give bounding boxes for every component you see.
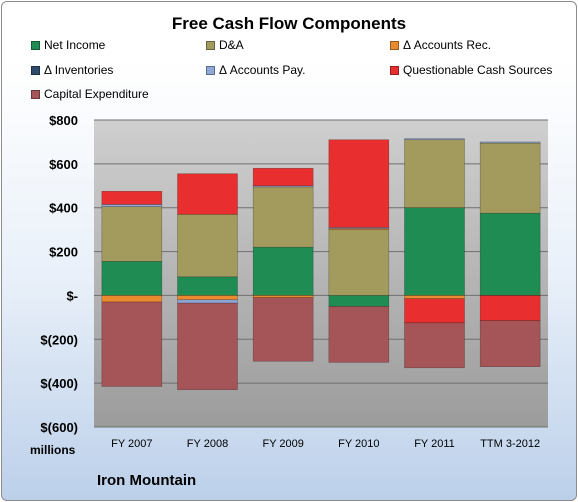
legend-label: Δ Accounts Pay. [219,63,306,77]
bar-segment [101,295,163,303]
x-tick-label: FY 2007 [111,438,152,450]
bar-segment [404,295,465,300]
legend-item-da: D&A [206,38,244,52]
bar-segment [177,276,238,296]
bar-segment [328,139,390,228]
chart-title: Free Cash Flow Components [171,14,407,33]
bar-segment [479,320,541,367]
bar-segment [479,295,541,321]
legend-item-accounts-pay: Δ Accounts Pay. [206,63,306,77]
legend-label: Δ Accounts Rec. [403,38,492,52]
bar-segment [404,139,465,209]
legend-item-questionable: Questionable Cash Sources [390,63,552,77]
bar-segment [177,213,238,278]
bar-segment [252,297,314,362]
legend-label: Questionable Cash Sources [403,63,553,77]
legend-swatch [390,65,399,75]
bar-segment [177,173,238,215]
x-tick-label: FY 2011 [414,438,455,450]
bar-segment [404,138,465,141]
bar-segment [101,301,163,387]
bar-segment [479,142,541,214]
legend-item-inventories: Δ Inventories [31,63,113,77]
y-tick-label: $(600) [40,420,78,435]
legend-swatch [31,65,40,75]
y-tick-label: $- [66,288,78,303]
bar-segment [404,298,465,324]
bar-segment [479,141,541,144]
bar-segment [177,295,238,301]
bar-segment [404,207,465,296]
bar-segment [252,295,314,298]
bar-segment [328,306,390,363]
legend-swatch [206,40,215,50]
y-tick-label: $600 [49,157,78,172]
legend-swatch [31,89,40,99]
company-name: Iron Mountain [97,472,197,489]
bar-segment [177,302,238,391]
bar-segment [252,167,314,187]
bar-segment [101,190,163,205]
legend-swatch [31,40,40,50]
legend-label: Net Income [44,38,106,52]
legend-label: D&A [219,38,244,52]
x-tick-label: TTM 3-2012 [480,438,540,450]
y-tick-label: $(400) [40,376,78,391]
x-tick-label: FY 2010 [338,438,379,450]
bar-segment [252,246,314,296]
bar-segment [328,229,390,296]
bar-segment [101,204,163,207]
legend-label: Capital Expenditure [44,87,149,101]
bar-segment [252,186,314,248]
y-tick-label: $(200) [40,332,78,347]
bar-segment [101,206,163,262]
bar-segment [177,299,238,304]
legend-swatch [390,40,399,50]
legend-item-accounts-rec: Δ Accounts Rec. [390,38,491,52]
bar-segment [328,295,390,307]
units-label: millions [30,443,76,457]
y-tick-label: $400 [49,201,78,216]
bar-segment [101,261,163,296]
legend-item-capex: Capital Expenditure [31,87,149,101]
legend-swatch [206,65,215,75]
legend-label: Δ Inventories [44,63,114,77]
legend-item-net-income: Net Income [31,38,105,52]
y-tick-label: $200 [49,245,78,260]
x-tick-label: FY 2008 [187,438,228,450]
y-tick-label: $800 [49,113,78,128]
plot-area [94,120,548,427]
bar-segment [479,212,541,296]
x-tick-label: FY 2009 [262,438,303,450]
bar-segment [404,322,465,369]
